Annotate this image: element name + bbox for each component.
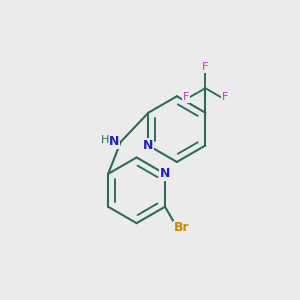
Text: N: N: [160, 167, 170, 180]
Text: F: F: [222, 92, 228, 102]
Text: N: N: [109, 135, 119, 148]
Text: F: F: [202, 62, 208, 72]
Text: N: N: [143, 139, 154, 152]
Text: H: H: [101, 135, 110, 145]
Text: Br: Br: [174, 221, 189, 234]
Text: F: F: [182, 92, 189, 102]
